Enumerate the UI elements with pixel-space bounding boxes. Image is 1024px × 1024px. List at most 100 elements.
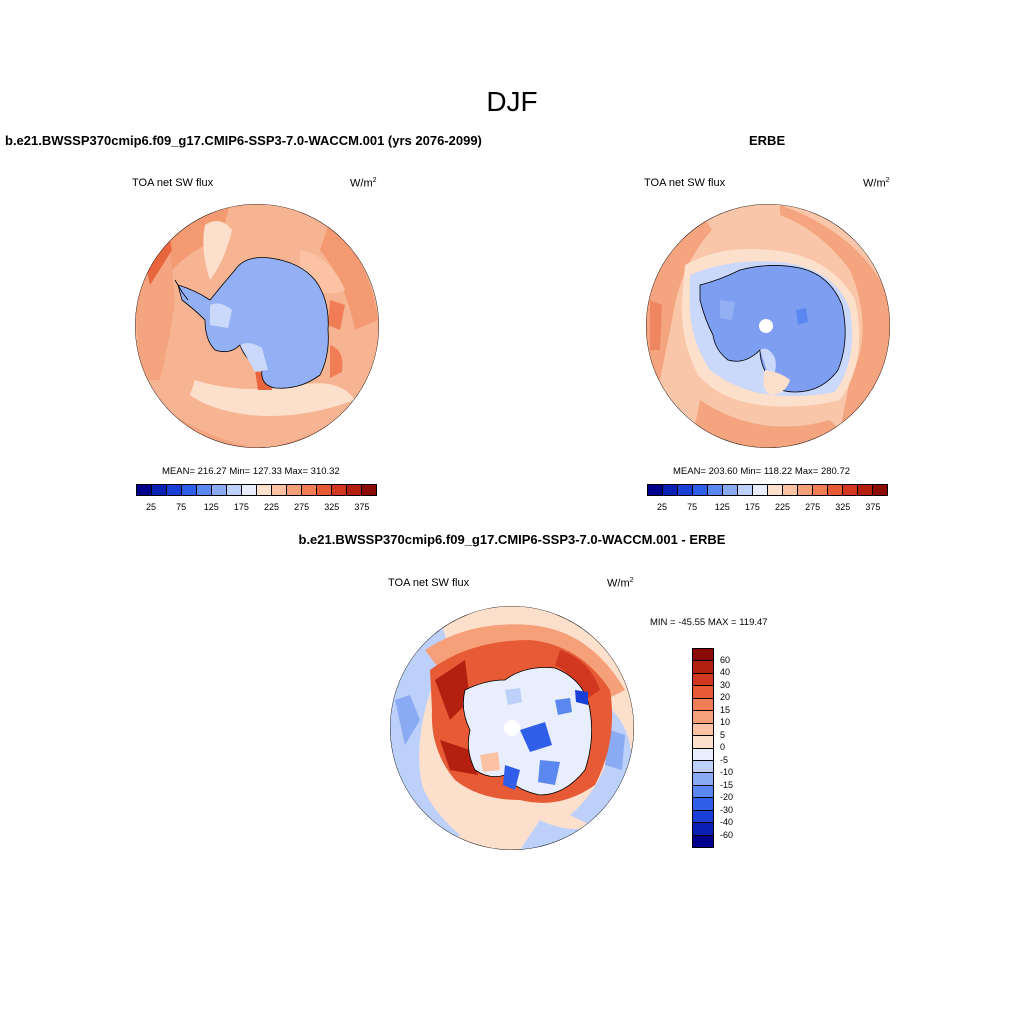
colorbar-tick-label: -30 [720,804,734,815]
colorbar-swatch [693,773,713,786]
colorbar-swatch [693,711,713,724]
colorbar-swatch [693,661,713,674]
colorbar-tick-label: 10 [720,717,731,727]
colorbar-swatch [723,485,738,495]
map-difference [390,606,634,850]
colorbar-tick-label: 125 [203,502,219,512]
panel-1-units: W/m2 [350,177,377,190]
colorbar-swatch [693,485,708,495]
colorbar-tick-label: 275 [294,502,310,512]
map-erbe [646,204,890,448]
colorbar-swatch [858,485,873,495]
colorbar-swatch [828,485,843,495]
colorbar-swatch [272,485,287,495]
colorbar-tick-label: -10 [720,767,734,777]
panel-3-colorbar [692,648,714,848]
colorbar-swatch [768,485,783,495]
colorbar-swatch [693,686,713,699]
panel-1-colorbar-labels: 25 75 125 175 225 275 325 375 [136,502,377,514]
colorbar-tick-label: 15 [720,704,731,715]
colorbar-swatch [813,485,828,495]
map-model [135,204,379,448]
colorbar-tick-label: 40 [720,667,731,677]
colorbar-swatch [648,485,663,495]
colorbar-swatch [182,485,197,495]
colorbar-tick-label: 275 [805,502,821,512]
panel-2-title: ERBE [749,133,786,148]
colorbar-swatch [693,748,713,761]
colorbar-tick-label: 225 [775,502,791,512]
colorbar-tick-label: 375 [354,502,370,512]
panel-1-stats: MEAN= 216.27 Min= 127.33 Max= 310.32 [162,466,340,477]
colorbar-swatch [693,835,713,847]
colorbar-swatch [738,485,753,495]
colorbar-swatch [783,485,798,495]
colorbar-swatch [287,485,302,495]
panel-3-colorbar-labels: 60 40 30 20 15 10 5 0 -5 -10 -15 -20 -30 -40 -60 [720,648,760,848]
panel-1-title: b.e21.BWSSP370cmip6.f09_g17.CMIP6-SSP3-7… [5,133,482,148]
colorbar-tick-label: 375 [865,502,881,512]
colorbar-tick-label: 175 [233,502,249,512]
colorbar-swatch [212,485,227,495]
colorbar-swatch [693,785,713,799]
panel-2-variable-label: TOA net SW flux [644,177,726,189]
colorbar-swatch [302,485,317,495]
colorbar-swatch [693,810,713,824]
colorbar-tick-label: 5 [720,729,726,740]
colorbar-tick-label: 75 [687,502,698,512]
colorbar-swatch [753,485,768,495]
colorbar-swatch [167,485,182,495]
colorbar-tick-label: 125 [714,502,730,512]
colorbar-swatch [693,798,713,811]
colorbar-swatch [693,649,713,662]
colorbar-tick-label: -40 [720,817,734,827]
panel-2-units: W/m2 [863,177,890,190]
colorbar-swatch [197,485,212,495]
panel-3-title: b.e21.BWSSP370cmip6.f09_g17.CMIP6-SSP3-7… [298,532,726,547]
colorbar-swatch [257,485,272,495]
colorbar-tick-label: -60 [720,829,734,840]
colorbar-swatch [708,485,723,495]
colorbar-tick-label: 325 [835,502,851,512]
colorbar-swatch [798,485,813,495]
colorbar-swatch [693,760,713,774]
colorbar-tick-label: 25 [657,502,668,512]
panel-3-variable-label: TOA net SW flux [388,577,470,589]
colorbar-swatch [152,485,167,495]
panel-1-variable-label: TOA net SW flux [132,177,214,189]
colorbar-swatch [317,485,332,495]
colorbar-swatch [693,698,713,712]
colorbar-tick-label: 60 [720,654,731,665]
colorbar-tick-label: 75 [176,502,187,512]
panel-3-stats: MIN = -45.55 MAX = 119.47 [650,617,768,628]
colorbar-tick-label: 175 [744,502,760,512]
panel-1-colorbar [136,484,377,496]
colorbar-swatch [693,736,713,749]
colorbar-swatch [227,485,242,495]
panel-2-colorbar [647,484,888,496]
colorbar-tick-label: 0 [720,742,726,752]
colorbar-swatch [332,485,347,495]
colorbar-swatch [242,485,257,495]
colorbar-swatch [693,723,713,737]
colorbar-swatch [362,485,376,495]
colorbar-tick-label: 30 [720,679,731,690]
main-title: DJF [486,86,538,117]
panel-3-units: W/m2 [607,577,634,590]
colorbar-tick-label: -15 [720,779,734,790]
colorbar-swatch [693,673,713,687]
colorbar-swatch [843,485,858,495]
panel-2-stats: MEAN= 203.60 Min= 118.22 Max= 280.72 [673,466,851,477]
colorbar-tick-label: -5 [720,754,729,765]
colorbar-tick-label: 25 [146,502,157,512]
colorbar-swatch [693,823,713,836]
colorbar-tick-label: 225 [264,502,280,512]
colorbar-swatch [347,485,362,495]
colorbar-swatch [873,485,887,495]
colorbar-tick-label: -20 [720,792,734,802]
panel-2-colorbar-labels: 25 75 125 175 225 275 325 375 [647,502,888,514]
colorbar-swatch [678,485,693,495]
colorbar-tick-label: 20 [720,692,731,702]
colorbar-tick-label: 325 [324,502,340,512]
